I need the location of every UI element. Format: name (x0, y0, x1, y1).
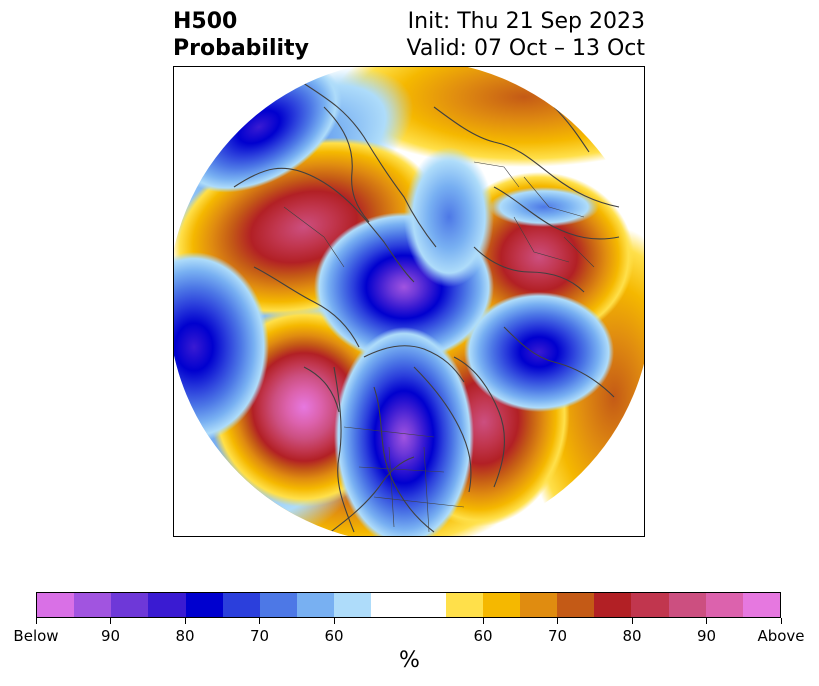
colorbar-tick (557, 618, 558, 624)
map-svg (174, 67, 644, 536)
colorbar-tick-label: 80 (622, 627, 642, 645)
colorbar-tick-label: 80 (175, 627, 195, 645)
colorbar-tick (706, 618, 707, 624)
colorbar-unit-label: % (399, 648, 420, 673)
probability-map (173, 66, 645, 537)
colorbar-tick (333, 618, 335, 624)
colorbar-tick (482, 618, 484, 624)
colorbar-segment (259, 593, 298, 617)
below-center-barents (464, 292, 614, 412)
below-region-arctic-ocean (404, 147, 494, 287)
colorbar-segment (185, 593, 223, 617)
colorbar-segment (520, 593, 558, 617)
colorbar-segment (445, 593, 483, 617)
colorbar-tick (259, 618, 260, 624)
below-region-scandinavia-north (489, 187, 599, 227)
colorbar-segment (631, 593, 669, 617)
colorbar-segment (37, 593, 75, 617)
below-center-central-siberia (174, 252, 269, 442)
title-line-1: H500 (173, 9, 238, 34)
valid-date-range: Valid: 07 Oct – 13 Oct (406, 36, 645, 61)
political-borders (283, 161, 595, 533)
colorbar-tick (110, 618, 111, 624)
colorbar-segment (742, 593, 781, 617)
probability-field (174, 67, 644, 536)
colorbar-tick-label: 90 (100, 627, 121, 645)
colorbar-segment (371, 593, 446, 617)
colorbar-tick-label: Above (757, 627, 805, 645)
colorbar-segment (111, 593, 149, 617)
colorbar-ticks (35, 618, 782, 626)
init-date: Init: Thu 21 Sep 2023 (407, 9, 645, 34)
colorbar-segment (594, 593, 632, 617)
colorbar-tick-labels: Below 90 80 70 60 60 70 80 90 Above (13, 627, 804, 647)
colorbar-segment (557, 593, 595, 617)
colorbar-tick (184, 618, 186, 624)
colorbar (36, 592, 781, 618)
title-line-2: Probability (173, 36, 309, 61)
colorbar-segment (482, 593, 521, 617)
below-center-western-canada (334, 327, 474, 536)
colorbar-segment (74, 593, 112, 617)
colorbar-segment (148, 593, 186, 617)
colorbar-tick (631, 618, 633, 624)
map-title: H500 Probability (173, 8, 309, 62)
forecast-dates: Init: Thu 21 Sep 2023 Valid: 07 Oct – 13… (390, 8, 645, 62)
colorbar-segment (705, 593, 743, 617)
colorbar-tick (35, 618, 37, 624)
colorbar-tick-label: 60 (324, 627, 344, 645)
colorbar-segment (297, 593, 335, 617)
colorbar-tick (780, 618, 782, 624)
colorbar-tick-label: Below (13, 627, 59, 645)
colorbar-tick-label: 60 (473, 627, 493, 645)
colorbar-tick-label: 70 (547, 627, 568, 645)
colorbar-segment (668, 593, 706, 617)
colorbar-segment (334, 593, 372, 617)
colorbar-tick-label: 70 (249, 627, 270, 645)
colorbar-tick-label: 90 (696, 627, 717, 645)
colorbar-segment (222, 593, 260, 617)
